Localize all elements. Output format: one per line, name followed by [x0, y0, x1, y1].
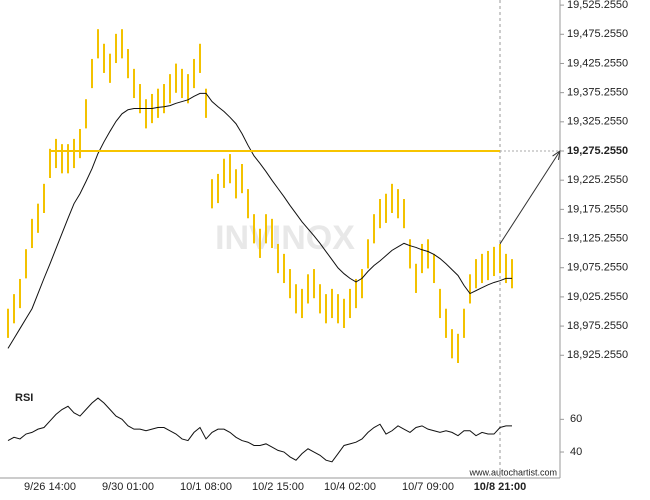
y-tick-label: 19,525.2550	[567, 0, 628, 11]
rsi-line	[7, 397, 512, 463]
y-tick-label: 19,475.2550	[567, 28, 628, 40]
x-tick-label: 10/7 09:00	[402, 481, 454, 493]
y-tick-label: 18,975.2550	[567, 320, 628, 332]
y-tick-label: 19,425.2550	[567, 57, 628, 69]
moving-average	[7, 92, 512, 349]
forecast-arrow	[499, 150, 561, 245]
x-tick-label: 10/1 08:00	[180, 481, 232, 493]
y-tick-label: 19,125.2550	[567, 232, 628, 244]
x-tick-label: 10/2 15:00	[252, 481, 304, 493]
y-tick-label: 19,275.2550	[567, 145, 628, 157]
x-tick-label: 10/4 02:00	[324, 481, 376, 493]
x-tick-label: 9/26 14:00	[24, 481, 76, 493]
y-tick-label: 19,025.2550	[567, 291, 628, 303]
source: www.autochartist.com	[468, 467, 557, 477]
x-tick-label: 9/30 01:00	[102, 481, 154, 493]
x-tick-label: 10/8 21:00	[474, 481, 527, 493]
watermark: INVINOX	[215, 219, 355, 257]
arrow-head	[552, 149, 561, 160]
y-tick-label: 18,925.2550	[567, 349, 628, 361]
y-tick-label: 19,375.2550	[567, 87, 628, 99]
y-tick-label: 40	[570, 446, 582, 458]
y-tick-label: 60	[570, 413, 582, 425]
y-tick-label: 19,225.2550	[567, 174, 628, 186]
y-tick-label: 19,175.2550	[567, 203, 628, 215]
y-tick-label: 19,075.2550	[567, 262, 628, 274]
panel-title: RSI	[15, 392, 33, 404]
y-tick-label: 19,325.2550	[567, 116, 628, 128]
